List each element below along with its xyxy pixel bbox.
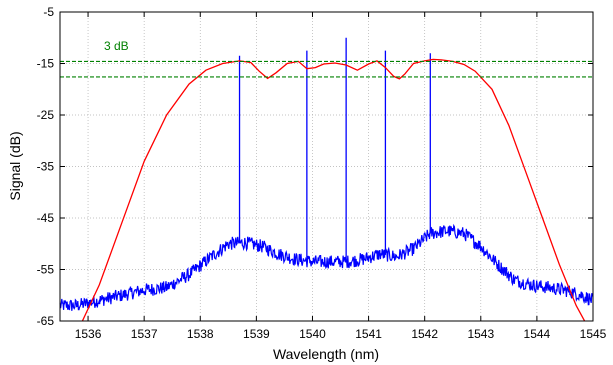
y-tick-label: -55 (37, 263, 55, 277)
y-tick-labels: -65 -55 -45 -35 -25 -15 -5 (37, 5, 55, 328)
x-tick-labels: 1536 1537 1538 1539 1540 1541 1542 1543 1544 1545 (75, 327, 607, 341)
y-tick-label: -65 (37, 314, 55, 328)
y-tick-label: -25 (37, 108, 55, 122)
x-tick-label: 1543 (467, 327, 494, 341)
spectral-lines (238, 37, 431, 262)
reference-lines (60, 60, 593, 78)
x-axis-title: Wavelength (nm) (273, 346, 379, 362)
x-tick-label: 1537 (131, 327, 158, 341)
y-tick-label: -5 (43, 5, 54, 19)
x-tick-label: 1545 (580, 327, 607, 341)
x-tick-label: 1541 (355, 327, 382, 341)
x-tick-label: 1539 (243, 327, 270, 341)
spectrum-floor (59, 223, 594, 311)
axis-ticks (60, 11, 594, 322)
x-tick-label: 1544 (524, 327, 551, 341)
annotation-3db: 3 dB (104, 39, 129, 53)
x-tick-label: 1538 (187, 327, 214, 341)
x-tick-label: 1536 (75, 327, 102, 341)
y-tick-label: -35 (37, 160, 55, 174)
y-tick-label: -45 (37, 211, 55, 225)
x-tick-label: 1542 (411, 327, 438, 341)
x-tick-label: 1540 (299, 327, 326, 341)
y-axis-title: Signal (dB) (7, 131, 23, 200)
y-tick-label: -15 (37, 57, 55, 71)
spectrum-floor-trace (59, 223, 594, 311)
